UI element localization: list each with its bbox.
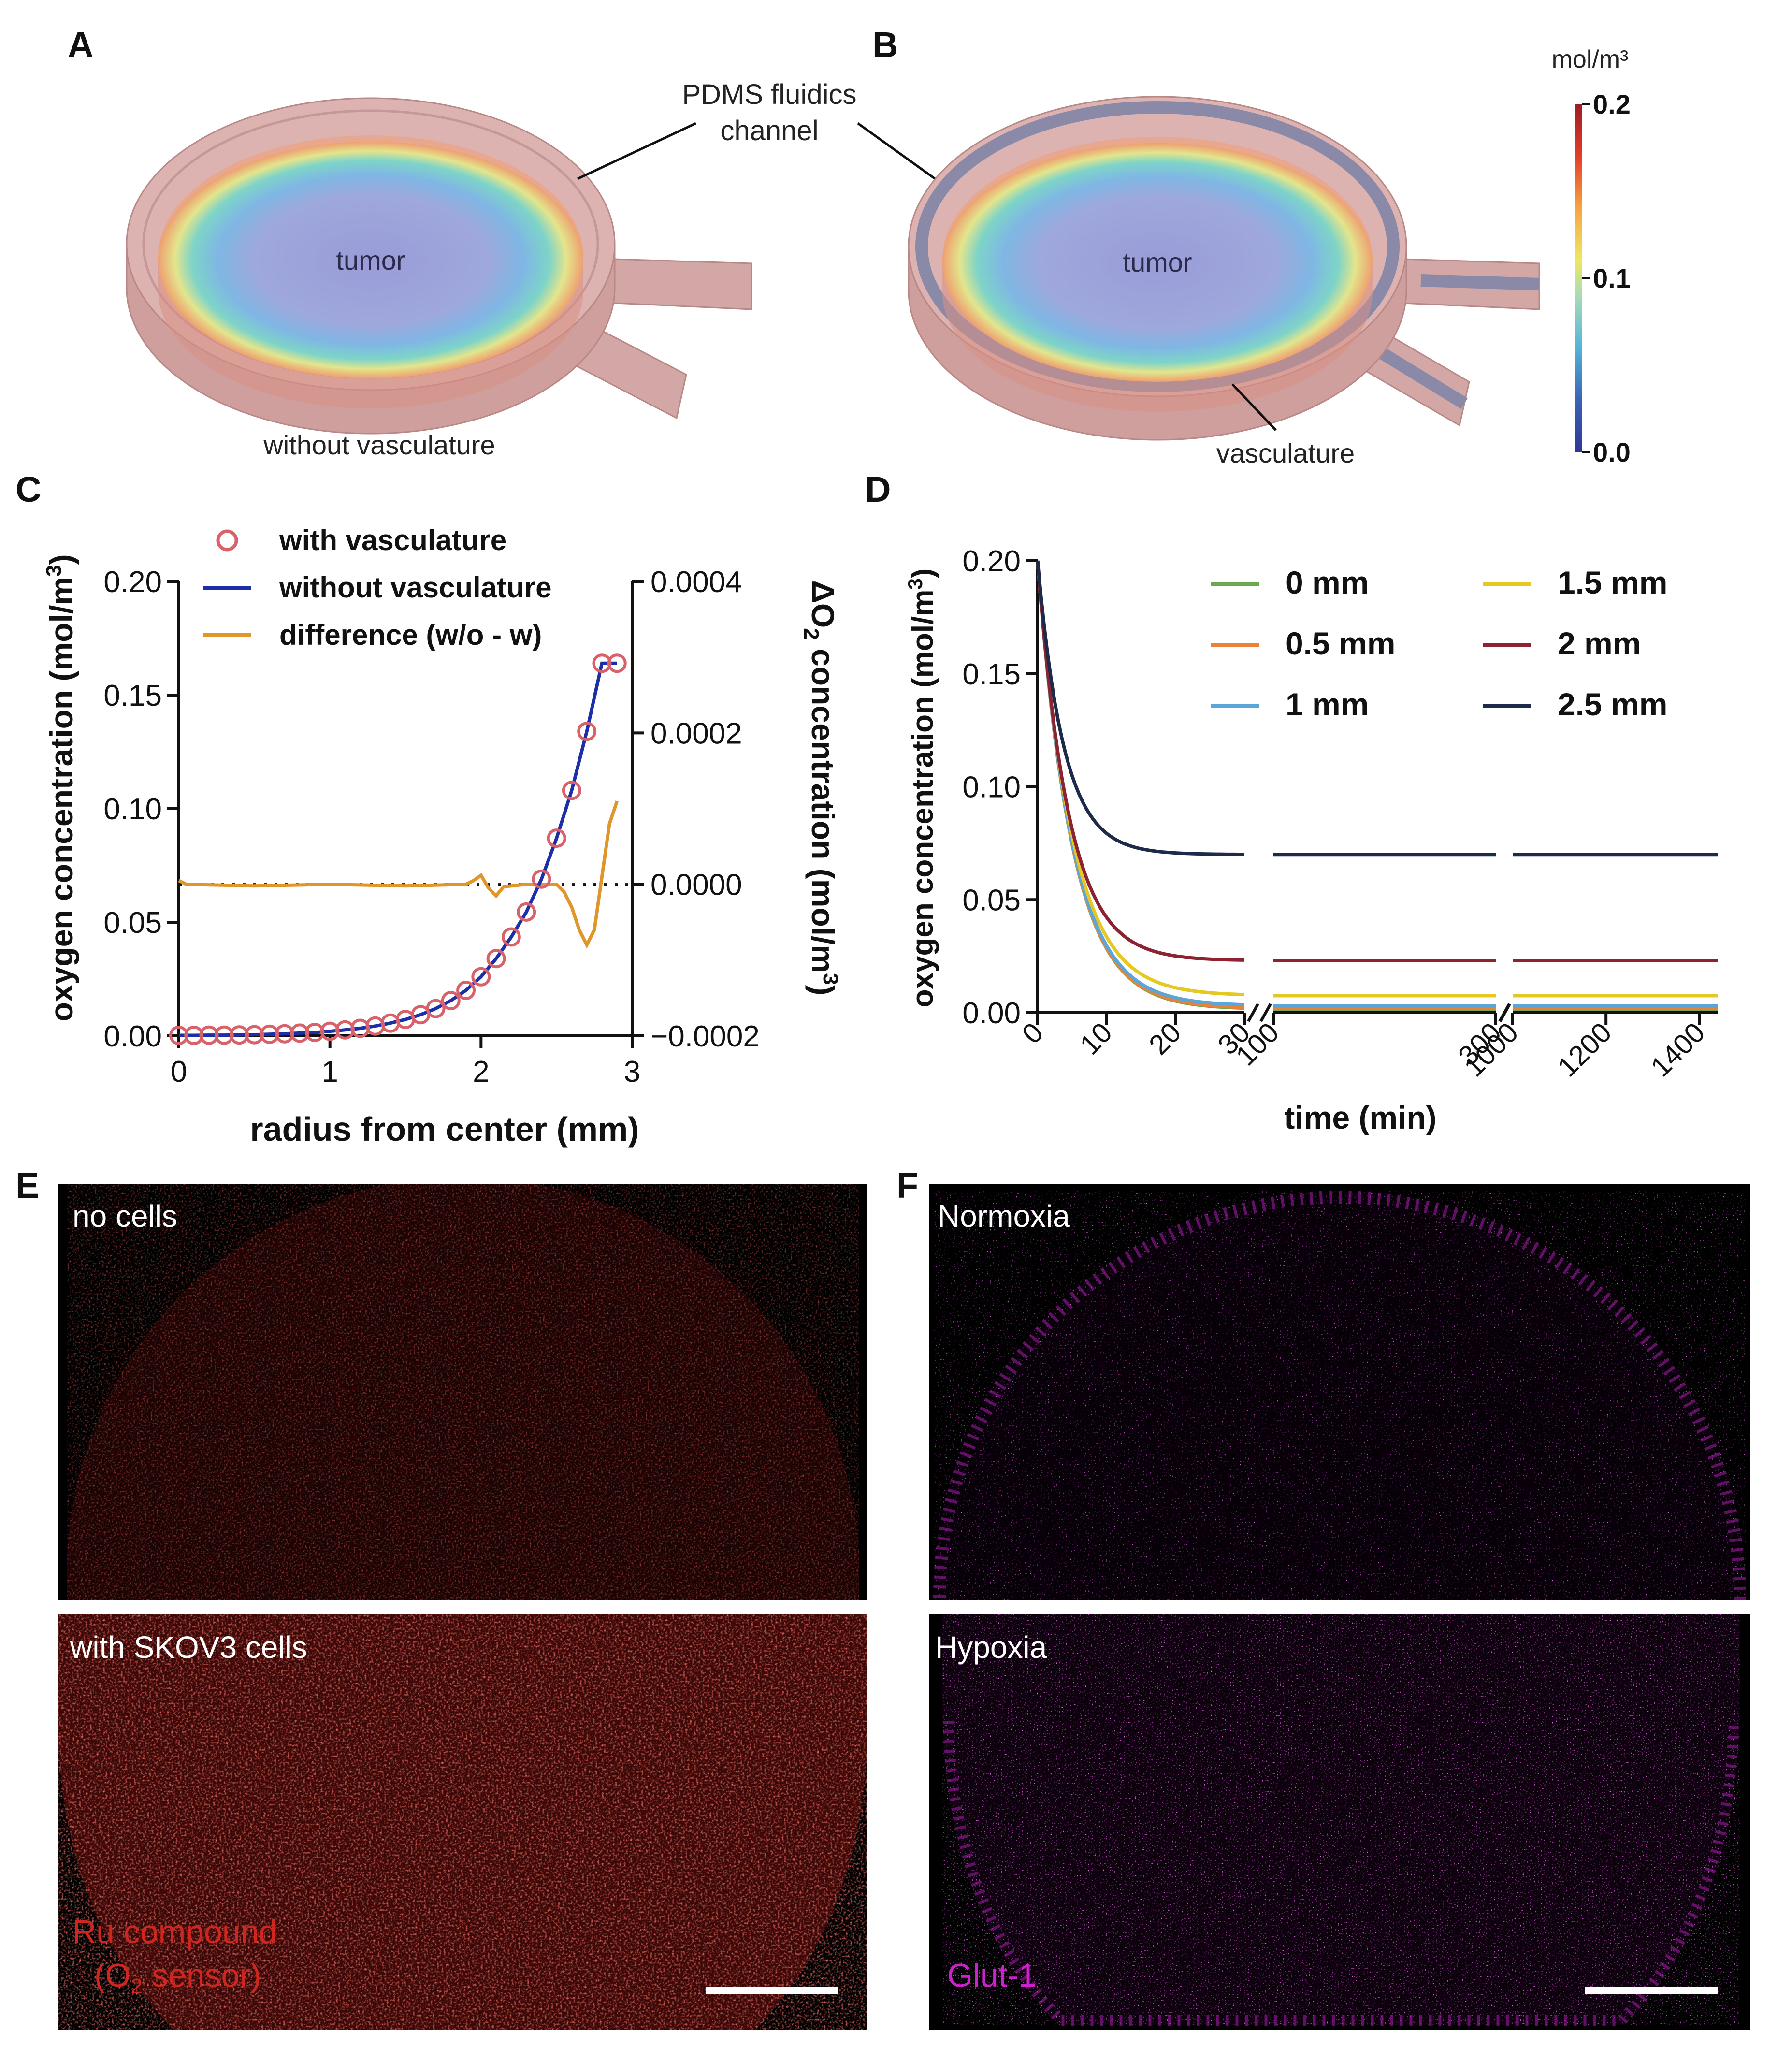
c-legend-label: difference (w/o - w) <box>279 619 542 651</box>
d-legend-label: 2 mm <box>1558 625 1641 661</box>
pdms-label-line2: channel <box>720 115 818 146</box>
c-with-vasculature-point <box>547 828 566 848</box>
c-without-vasculature-line <box>179 661 617 1037</box>
colorbar-tick-label: 0.1 <box>1593 263 1631 293</box>
d-series-line <box>1036 560 1245 997</box>
c-y-tick-label: 0.20 <box>103 566 162 599</box>
device-a-render <box>126 97 752 435</box>
f-top-label: Normoxia <box>938 1199 1070 1234</box>
panel-label-a: A <box>68 25 93 65</box>
tumor-label-b: tumor <box>1123 247 1192 277</box>
c-y-tick-label: 0.05 <box>103 906 162 940</box>
d-y-tick-label: 0.15 <box>962 658 1021 691</box>
f-bottom-label: Hypoxia <box>935 1630 1047 1665</box>
c-difference-line <box>178 800 619 949</box>
f-stain-label: Glut-1 <box>947 1957 1037 1994</box>
c-with-vasculature-point <box>607 653 627 673</box>
tumor-label-a: tumor <box>336 245 405 276</box>
d-y-tick-label: 0.10 <box>962 771 1021 804</box>
caption-without-vasculature: without vasculature <box>263 430 495 460</box>
c-with-vasculature-point <box>517 902 536 922</box>
d-series-line <box>1036 560 1245 1009</box>
colorbar-ticks: 0.2 0.1 0.0 <box>1582 89 1631 467</box>
d-y-tick-label: 0.00 <box>962 997 1021 1030</box>
d-y-axis-title: oxygen concentration (mol/m3) <box>904 568 939 1008</box>
vasculature-pointer <box>1231 383 1277 431</box>
e-bottom-label: with SKOV3 cells <box>70 1630 307 1665</box>
d-series-line <box>1036 560 1245 962</box>
c-x-tick-label: 1 <box>321 1055 338 1089</box>
micrograph-f-bottom <box>929 1614 1750 2030</box>
colorbar-unit: mol/m³ <box>1552 45 1629 73</box>
chart-c: 0.00 0.05 0.10 0.15 0.20 −0.0002 0.0000 0.0002 0… <box>42 524 842 1148</box>
c-legend-label: with vasculature <box>279 524 506 556</box>
pdms-pointer-b <box>857 122 936 180</box>
c-x-tick-label: 3 <box>624 1055 640 1089</box>
d-series-line <box>1036 560 1245 857</box>
c-legend-marker <box>216 529 238 552</box>
colorbar-tick-label: 0.2 <box>1593 89 1631 119</box>
panel-label-d: D <box>865 469 891 509</box>
c-y-tick-label: 0.00 <box>103 1020 162 1053</box>
d-x-tick-label: 10 <box>1074 1016 1118 1061</box>
pdms-pointer-a <box>577 122 697 180</box>
d-x-tick-label: 1200 <box>1551 1016 1618 1083</box>
c-with-vasculature-point <box>471 967 491 987</box>
c-y2-axis-title: ΔO2 concentration (mol/m3) <box>799 580 842 995</box>
c-x-tick-label: 0 <box>171 1055 187 1089</box>
micrograph-e-bottom <box>58 1614 867 2030</box>
e-stain-line2: (O2 sensor) <box>94 1957 261 1998</box>
c-with-vasculature-point <box>456 981 476 1000</box>
d-series-line <box>1036 560 1245 1007</box>
c-y-axis-title: oxygen concentration (mol/m3) <box>42 554 79 1022</box>
d-axis-break <box>1247 1003 1259 1022</box>
device-b-render <box>908 96 1540 441</box>
d-legend-label: 2.5 mm <box>1558 686 1667 722</box>
c-with-vasculature-point <box>577 722 597 741</box>
c-with-vasculature-point <box>562 781 581 800</box>
panel-label-b: B <box>872 25 898 65</box>
c-y2-tick-label: −0.0002 <box>650 1020 760 1053</box>
c-legend-label: without vasculature <box>279 571 551 604</box>
d-series-line <box>1036 560 1245 1010</box>
pdms-label-line1: PDMS fluidics <box>682 79 857 110</box>
d-x-tick-label: 20 <box>1143 1016 1187 1061</box>
d-legend-label: 0 mm <box>1286 565 1369 600</box>
c-with-vasculature-point <box>426 999 446 1018</box>
c-with-vasculature-point <box>532 869 551 889</box>
d-legend-label: 1.5 mm <box>1558 565 1667 600</box>
d-legend-label: 1 mm <box>1286 686 1369 722</box>
c-y2-tick-label: 0.0004 <box>650 566 742 599</box>
panel-label-c: C <box>15 469 41 509</box>
vasculature-label: vasculature <box>1216 438 1355 468</box>
c-y2-tick-label: 0.0002 <box>650 717 742 750</box>
d-x-tick-label: 0 <box>1016 1016 1049 1050</box>
micrograph-e-top <box>58 1184 867 1600</box>
d-x-axis-title: time (min) <box>1284 1100 1436 1135</box>
d-legend-label: 0.5 mm <box>1286 625 1395 661</box>
d-x-tick-label: 1400 <box>1645 1016 1711 1083</box>
d-y-tick-label: 0.20 <box>962 545 1021 578</box>
c-y-tick-label: 0.15 <box>103 679 162 712</box>
d-y-tick-label: 0.05 <box>962 884 1021 917</box>
colorbar-tick-label: 0.0 <box>1593 437 1631 467</box>
d-axis-break <box>1259 1003 1272 1022</box>
c-y2-tick-label: 0.0000 <box>650 869 742 902</box>
c-with-vasculature-point <box>501 927 521 947</box>
c-x-tick-label: 2 <box>473 1055 489 1089</box>
micrograph-f-top <box>929 1184 1750 1600</box>
e-stain-line1: Ru compound <box>72 1914 277 1950</box>
panel-label-e: E <box>15 1165 39 1205</box>
d-axis-break <box>1499 1003 1511 1022</box>
c-with-vasculature-point <box>441 991 461 1011</box>
panel-label-f: F <box>896 1165 918 1205</box>
e-top-label: no cells <box>72 1199 177 1234</box>
c-y-tick-label: 0.10 <box>103 793 162 826</box>
c-x-axis-title: radius from center (mm) <box>250 1110 639 1148</box>
colorbar <box>1575 104 1582 452</box>
c-with-vasculature-point <box>486 949 506 969</box>
